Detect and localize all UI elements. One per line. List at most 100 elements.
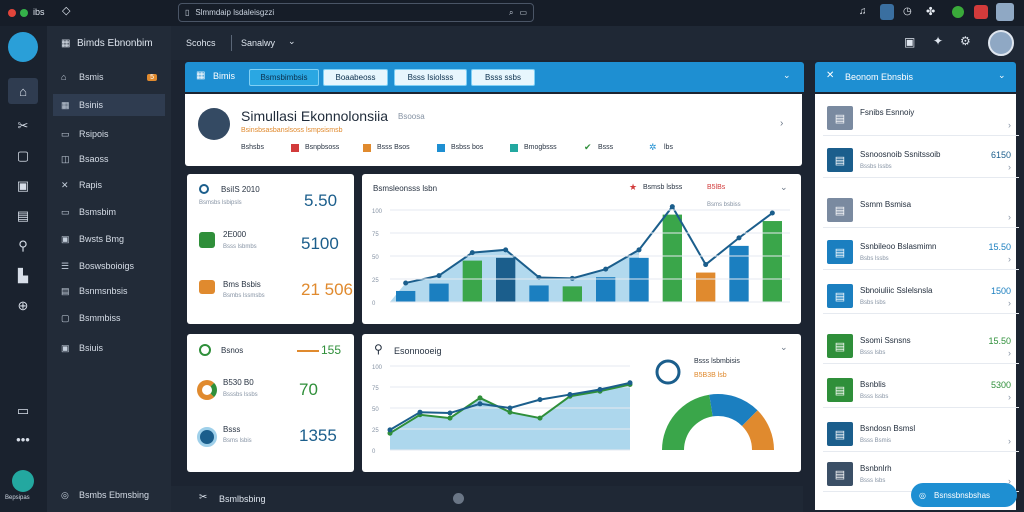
rail-tools-icon[interactable]: ✂ (17, 118, 29, 133)
chevron-down-icon[interactable]: ⌄ (288, 36, 296, 46)
stats-card-bottom: Bsnos 155 B530 B0 Bsssbs lssbs 70 Bsss B… (187, 334, 354, 472)
right-list-item[interactable]: ▤ Bsnblis Bsss lssbs 5300 › (823, 372, 1019, 408)
report-icon: ▭ (61, 128, 70, 139)
user-avatar[interactable] (996, 3, 1014, 21)
chevron-right-icon[interactable]: › (780, 118, 784, 129)
clock-icon[interactable]: ◷ (903, 6, 912, 17)
tab-1[interactable]: Boaabeoss (323, 69, 388, 86)
right-list-item[interactable]: ▤ Ssnoosnoib Ssnitssoib Bssbs lssbs 6150 › (823, 142, 1019, 178)
chevron-right-icon[interactable]: › (1008, 254, 1011, 264)
right-list-item[interactable]: ▤ Sbnoiuliic Sslelsnsla Bsbs lsbs 1500 › (823, 278, 1019, 314)
pill-check-icon: ✔ (584, 142, 592, 152)
sidebar-item-5[interactable]: ▭ Bsmsbim (53, 201, 165, 223)
rail-link-icon[interactable]: ⚲ (18, 238, 28, 253)
cta-label: Bsnssbnsbshas (933, 490, 991, 500)
item-title: Ssomi Ssnsns (860, 336, 911, 345)
diamond-icon[interactable]: ◇ (62, 5, 71, 17)
address-bar[interactable]: ▯ Slmmdaip lsdaleisgzzi ⌕ ▭ (178, 3, 534, 22)
settings-icon[interactable]: ⚙ (960, 34, 971, 48)
chevron-right-icon[interactable]: › (1008, 436, 1011, 446)
chart-panel-top: Bsmsleonsss lsbn ★ Bsmsb lsbss B5lBs Bsm… (362, 174, 801, 324)
sidebar-item-10[interactable]: ▣ Bsiuis (53, 337, 165, 359)
sidebar-item-3[interactable]: ◫ Bsaoss (53, 148, 165, 170)
sidebar-item-8[interactable]: ▤ Bsnmsnbsis (53, 280, 165, 302)
minimize-dot-icon[interactable] (20, 9, 28, 17)
profile-pill[interactable]: Bshsbs (241, 144, 264, 151)
rail-more-icon[interactable]: ••• (16, 431, 30, 447)
star-icon[interactable]: ✦ (933, 34, 944, 48)
rail-bars-icon[interactable]: ▙ (18, 268, 28, 283)
profile-pill[interactable]: Bsnpbsoss (305, 144, 340, 151)
item-sub: Bsss lsbs (860, 478, 886, 484)
chevron-right-icon[interactable]: › (1008, 120, 1011, 130)
chevron-right-icon[interactable]: › (1008, 298, 1011, 308)
line-point (477, 395, 483, 401)
chevron-down-icon[interactable]: ⌄ (780, 182, 788, 192)
search-icon[interactable]: ⌕ (508, 7, 514, 17)
header-menu[interactable]: Scohcs (186, 38, 216, 48)
profile-pill[interactable]: Bmogbsss (524, 144, 557, 151)
right-list-item[interactable]: ▤ Ssomi Ssnsns Bsss lsbs 15.50 › (823, 328, 1019, 364)
rail-box-icon[interactable]: ▣ (16, 178, 30, 193)
sidebar-item-9[interactable]: ▢ Bsmmbiss (53, 307, 165, 329)
close-dot-icon[interactable] (8, 9, 16, 17)
profile-pill[interactable]: Bsss (598, 144, 614, 151)
chevron-right-icon[interactable]: › (1008, 348, 1011, 358)
share-icon[interactable]: ▣ (904, 35, 916, 49)
tab-bar: ▦ Bimis Bsmsbimbsis Boaabeoss Bsss Isiol… (185, 62, 804, 92)
sidebar-item-0[interactable]: ⌂ Bsmis 5 (53, 66, 165, 88)
bottom-label: Bsmlbsbing (219, 494, 266, 504)
rail-monitor-icon[interactable]: ▭ (16, 403, 30, 418)
right-list-item[interactable]: ▤ Fsnibs Esnnoiy › (823, 100, 1019, 136)
people-icon[interactable] (880, 4, 894, 20)
tab-3[interactable]: Bsss ssbs (471, 69, 535, 86)
sidebar-item-7[interactable]: ☰ Boswsboioigs (53, 255, 165, 277)
stat-value: 155 (321, 343, 342, 357)
line-point (503, 247, 509, 253)
rail-home-icon[interactable]: ⌂ (8, 78, 38, 104)
rail-doc-icon[interactable]: ▢ (16, 148, 30, 163)
search-icon[interactable]: ⚲ (374, 342, 383, 356)
bottom-status-icon[interactable] (453, 493, 464, 504)
header-dropdown[interactable]: Sanalwy (241, 38, 276, 48)
profile-avatar[interactable] (988, 30, 1014, 56)
profile-avatar[interactable] (198, 108, 230, 140)
bar (462, 260, 482, 302)
tab-0[interactable]: Bsmsbimbsis (249, 69, 319, 86)
chevron-down-icon[interactable]: ⌄ (783, 70, 791, 80)
sidebar-item-6[interactable]: ▣ Bwsts Bmg (53, 228, 165, 250)
apps-icon[interactable]: ✤ (926, 6, 936, 18)
profile-subline: Bsinsbsasbanslsoss lsmpsismsb (241, 127, 343, 134)
line-point (567, 392, 573, 398)
app-logo-icon[interactable] (8, 32, 38, 62)
right-list-item[interactable]: ▤ Ssnbileoo Bslasmimn Bsbs lssbs 15.50 › (823, 234, 1019, 270)
chevron-right-icon[interactable]: › (1008, 476, 1011, 486)
sidebar-item-1[interactable]: ▦ Bsinis (53, 94, 165, 116)
sidebar-item-2[interactable]: ▭ Rsipois (53, 123, 165, 145)
bell-icon[interactable]: ♫ (859, 6, 867, 17)
chevron-down-icon[interactable]: ⌄ (998, 70, 1006, 80)
profile-pill[interactable]: Bsbss bos (451, 144, 484, 151)
rail-settings-icon[interactable]: ⊕ (17, 298, 29, 313)
kebab-icon[interactable]: ▭ (519, 8, 527, 17)
profile-pill[interactable]: Bsss Bsos (377, 144, 410, 151)
chevron-right-icon[interactable]: › (1008, 212, 1011, 222)
rail-user-icon[interactable] (12, 470, 34, 492)
chevron-right-icon[interactable]: › (1008, 162, 1011, 172)
tab-2[interactable]: Bsss Isiolsss (394, 69, 467, 86)
stat-sub: Bsss lsbmbs (223, 244, 257, 250)
tools-icon: ✕ (826, 70, 835, 81)
rail-chart-icon[interactable]: ▤ (16, 208, 30, 223)
item-icon: ▤ (827, 148, 853, 172)
status-green-icon[interactable] (952, 6, 964, 18)
right-list-item[interactable]: ▤ Bsndosn Bsmsl Bsss Bsmis › (823, 416, 1019, 452)
cta-button[interactable]: ◎ Bsnssbnsbshas (911, 483, 1017, 507)
chevron-down-icon[interactable]: ⌄ (780, 342, 788, 352)
sidebar-footer[interactable]: ◎ Bsmbs Ebmsbing (53, 484, 165, 506)
sidebar-item-4[interactable]: ✕ Rapis (53, 174, 165, 196)
y-tick-label: 100 (372, 365, 383, 371)
notification-icon[interactable] (974, 5, 988, 19)
profile-pill[interactable]: lbs (664, 144, 673, 151)
chevron-right-icon[interactable]: › (1008, 392, 1011, 402)
right-list-item[interactable]: ▤ Ssmm Bsmisa › (823, 192, 1019, 228)
